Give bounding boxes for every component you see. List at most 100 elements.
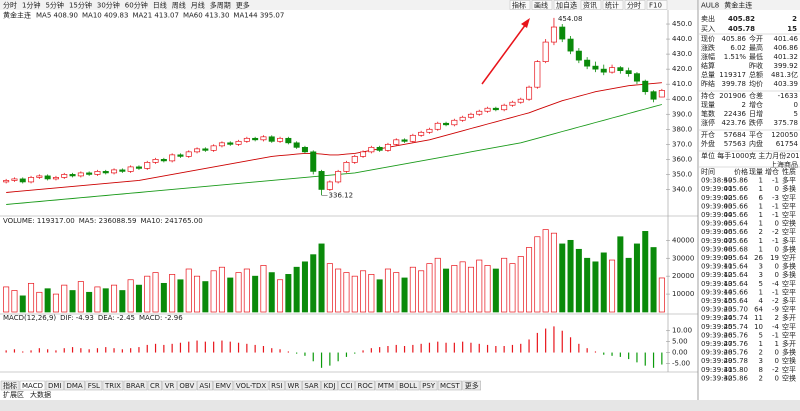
trade-cell: 405.66 (724, 237, 749, 245)
tab[interactable]: MCST (440, 382, 460, 390)
tool-button-bg[interactable] (602, 0, 624, 10)
tab-bg[interactable] (102, 380, 124, 391)
tab[interactable]: RSI (271, 382, 282, 390)
tab-bg[interactable] (437, 380, 462, 391)
tab-bg[interactable] (213, 380, 234, 391)
period-button[interactable]: 分时 (3, 1, 17, 10)
tool-button-bg[interactable] (553, 0, 575, 10)
tab[interactable]: WR (288, 382, 300, 390)
tab-bg[interactable] (355, 380, 375, 391)
tab[interactable]: KDJ (324, 382, 336, 390)
volume-bar (268, 272, 275, 313)
tab[interactable]: BRAR (126, 382, 145, 390)
tab-bg[interactable] (419, 380, 438, 391)
tool-button[interactable]: 资讯 (583, 1, 597, 10)
period-button[interactable]: 日线 (153, 1, 167, 10)
tab[interactable]: CCI (341, 382, 353, 390)
tool-button-bg[interactable] (531, 0, 553, 10)
tab-bg[interactable] (85, 380, 103, 391)
tab-bg[interactable] (197, 380, 213, 391)
quote-value: 399.92 (774, 62, 799, 70)
tab[interactable]: FSL (88, 382, 100, 390)
tab[interactable]: ROC (357, 382, 372, 390)
tab[interactable]: PSY (422, 382, 436, 390)
tab-bg[interactable] (396, 380, 420, 391)
period-button[interactable]: 周线 (172, 1, 186, 10)
volume-bar (401, 277, 408, 313)
tool-button[interactable]: 统计 (605, 1, 619, 10)
period-button[interactable]: 更多 (236, 1, 250, 10)
volume-bar (517, 256, 524, 313)
tool-button-bg[interactable] (580, 0, 602, 10)
tab[interactable]: 更多 (465, 381, 479, 390)
trade-cell: 多平 (782, 176, 796, 185)
period-button[interactable]: 多周期 (210, 1, 231, 10)
tab-bg[interactable] (375, 380, 397, 391)
candle-body (393, 139, 400, 145)
tab[interactable]: VR (165, 382, 175, 390)
tab-bg[interactable] (285, 380, 302, 391)
trade-cell: -1 (772, 288, 779, 296)
period-button[interactable]: 月线 (191, 1, 205, 10)
tab-bg[interactable] (19, 380, 46, 391)
extra-tab[interactable]: 大数据 (30, 390, 51, 399)
trade-cell: 09:39:06 (701, 228, 733, 236)
period-button[interactable]: 5分钟 (45, 1, 63, 10)
tab-bg[interactable] (162, 380, 177, 391)
period-button[interactable]: 15分钟 (69, 1, 92, 10)
tab[interactable]: MACD (22, 382, 43, 390)
candle-body (218, 142, 225, 147)
candle-body (650, 91, 657, 100)
candle-body (127, 166, 134, 172)
candle-body (459, 116, 466, 121)
tab-bg[interactable] (233, 380, 269, 391)
tab-bg[interactable] (0, 380, 20, 391)
tab-bg[interactable] (45, 380, 64, 391)
tab-bg[interactable] (321, 380, 338, 391)
volume-bar (384, 268, 391, 313)
tab[interactable]: MTM (378, 382, 394, 390)
tab-bg[interactable] (177, 380, 197, 391)
extra-tab[interactable]: 扩展区 (3, 390, 24, 399)
tool-button-bg[interactable] (646, 0, 668, 10)
tool-button[interactable]: 加自选 (556, 1, 577, 10)
tab-bg[interactable] (147, 380, 163, 391)
tab[interactable]: TRIX (104, 382, 121, 390)
tab-bg[interactable] (302, 380, 321, 391)
tab[interactable]: DMI (48, 382, 62, 390)
candle-body (600, 68, 607, 73)
tool-button-bg[interactable] (509, 0, 531, 10)
tab-bg[interactable] (338, 380, 355, 391)
trade-cell: -1 (772, 177, 779, 185)
tab[interactable]: 指标 (3, 381, 17, 390)
legend-text: MA5 408.90 (36, 12, 78, 20)
tool-button[interactable]: 指标 (512, 1, 526, 10)
trade-cell: 09:39:13 (701, 280, 732, 288)
trade-cell: 405.68 (724, 245, 749, 253)
period-button[interactable]: 30分钟 (97, 1, 120, 10)
tab[interactable]: CR (150, 382, 160, 390)
tool-button[interactable]: F10 (649, 2, 662, 10)
trade-cell: 09:39:29 (701, 357, 732, 365)
tab-bg[interactable] (268, 380, 285, 391)
tab-bg[interactable] (462, 380, 481, 391)
tab[interactable]: ASI (199, 382, 210, 390)
tab[interactable]: OBV (179, 382, 194, 390)
tool-button[interactable]: 分时 (627, 1, 641, 10)
tool-button-bg[interactable] (624, 0, 646, 10)
tab[interactable]: DMA (66, 382, 82, 390)
tab[interactable]: SAR (304, 382, 318, 390)
volume-bar (169, 274, 176, 313)
period-button[interactable]: 1分钟 (22, 1, 40, 10)
tab[interactable]: EMV (216, 382, 231, 390)
tab[interactable]: VOL-TDX (236, 382, 267, 390)
trade-cell: 09:39:15 (701, 297, 732, 305)
candle-body (285, 137, 292, 144)
trade-cell: 0 (775, 245, 779, 253)
tab[interactable]: BOLL (399, 382, 417, 390)
tab-bg[interactable] (123, 380, 148, 391)
tool-button[interactable]: 画线 (534, 1, 548, 10)
period-button[interactable]: 60分钟 (125, 1, 148, 10)
tab-bg[interactable] (64, 380, 85, 391)
quote-label: 涨幅 (701, 52, 715, 61)
